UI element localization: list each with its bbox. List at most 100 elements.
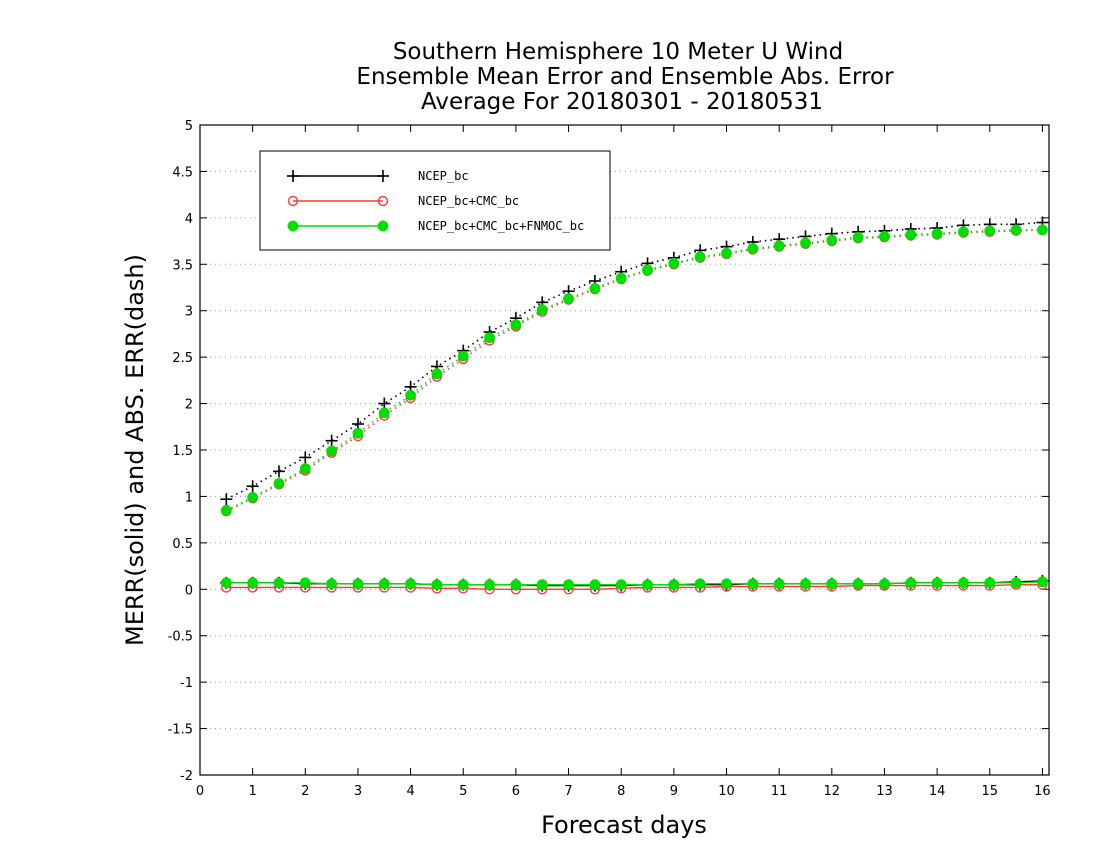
mean-err-point	[536, 579, 548, 591]
abs-err-point	[272, 465, 285, 478]
series-1	[221, 224, 1048, 595]
x-tick-label: 16	[1034, 784, 1051, 799]
mean-err-point	[352, 578, 364, 590]
mean-err-point	[1010, 577, 1022, 589]
y-tick-label: 4	[185, 212, 193, 227]
mean-err-point	[826, 578, 838, 590]
x-tick-label: 8	[617, 784, 625, 799]
abs-err-line	[225, 229, 1043, 513]
abs-err-point	[536, 304, 548, 316]
abs-err-point	[721, 247, 732, 259]
x-axis-label: Forecast days	[541, 811, 707, 839]
y-tick-label: 0.5	[172, 537, 193, 552]
mean-err-point	[510, 579, 522, 591]
y-tick-label: -1.5	[168, 723, 193, 738]
y-tick-label: -2	[180, 769, 193, 784]
mean-err-point	[879, 578, 890, 590]
mean-err-point	[431, 579, 443, 591]
x-tick-label: 0	[196, 784, 204, 799]
x-tick-label: 13	[876, 784, 893, 799]
abs-err-line	[225, 229, 1043, 512]
abs-err-point	[247, 491, 259, 503]
mean-err-line	[226, 581, 1043, 586]
abs-err-point	[220, 493, 233, 506]
abs-err-point	[299, 463, 311, 475]
mean-err-point	[563, 579, 575, 591]
y-tick-label: 1.5	[172, 444, 193, 459]
x-tick-label: 9	[670, 784, 678, 799]
abs-err-point	[800, 237, 811, 249]
legend-marker	[287, 195, 299, 207]
mean-err-point	[905, 577, 917, 589]
mean-err-point	[326, 578, 338, 590]
x-tick-label: 1	[249, 784, 257, 799]
mean-err-point	[273, 577, 285, 589]
abs-err-point	[563, 293, 575, 305]
legend-label: NCEP_bc	[418, 169, 469, 183]
abs-err-point	[510, 319, 522, 331]
mean-err-point	[773, 578, 785, 590]
x-tick-label: 14	[929, 784, 946, 799]
x-tick-label: 7	[564, 784, 572, 799]
legend-marker	[287, 170, 299, 182]
abs-err-point	[826, 234, 838, 246]
mean-err-point	[931, 577, 943, 589]
abs-err-point	[484, 332, 496, 344]
abs-err-point	[1010, 224, 1022, 236]
abs-err-point	[352, 427, 364, 439]
series-2	[220, 224, 1048, 591]
abs-err-point	[773, 240, 785, 252]
abs-err-point	[694, 251, 706, 263]
y-tick-label: 2	[185, 398, 193, 413]
title-line-1: Southern Hemisphere 10 Meter U Wind	[393, 39, 843, 65]
mean-err-point	[668, 579, 680, 591]
mean-err-point	[220, 577, 232, 589]
legend: NCEP_bc NCEP_bc+CMC_bc NCEP_bc+CMC_bc+FNMO…	[259, 150, 611, 251]
abs-err-point	[1036, 224, 1048, 236]
legend-item: NCEP_bc+CMC_bc	[287, 194, 519, 208]
mean-err-point	[484, 579, 496, 591]
series-0	[220, 216, 1049, 592]
chart-title: Southern Hemisphere 10 Meter U Wind Ense…	[356, 39, 894, 115]
x-tick-label: 12	[824, 784, 841, 799]
series-layer	[220, 216, 1049, 595]
legend-item: NCEP_bc	[287, 169, 469, 183]
y-tick-label: 3.5	[172, 258, 193, 273]
y-tick-label: -1	[180, 676, 193, 691]
y-tick-label: 5	[185, 119, 193, 134]
mean-err-point	[378, 578, 390, 590]
abs-err-point	[431, 368, 443, 380]
y-tick-label: 1	[185, 490, 193, 505]
mean-err-point	[852, 578, 864, 590]
abs-err-point	[615, 272, 627, 284]
abs-err-point	[589, 282, 601, 294]
mean-err-point	[694, 578, 706, 590]
mean-err-point	[615, 579, 627, 591]
abs-err-point	[326, 445, 338, 457]
title-line-2: Ensemble Mean Error and Ensemble Abs. Er…	[356, 64, 894, 90]
legend-label: NCEP_bc+CMC_bc+FNMOC_bc	[418, 219, 584, 233]
mean-err-point	[457, 579, 469, 591]
abs-err-point	[642, 264, 653, 276]
abs-err-point	[957, 226, 969, 238]
x-tick-label: 5	[459, 784, 467, 799]
legend-item: NCEP_bc+CMC_bc+FNMOC_bc	[287, 219, 584, 233]
x-tick-label: 11	[771, 784, 788, 799]
x-tick-label: 15	[981, 784, 998, 799]
abs-err-point	[905, 229, 917, 241]
mean-err-point	[642, 579, 653, 591]
legend-marker	[287, 220, 299, 232]
y-tick-label: 3	[185, 305, 193, 320]
mean-err-point	[299, 577, 311, 589]
x-tick-label: 6	[512, 784, 520, 799]
abs-err-point	[299, 451, 312, 464]
mean-err-point	[589, 579, 601, 591]
abs-err-point	[931, 228, 943, 240]
abs-err-point	[220, 504, 232, 516]
abs-err-point	[273, 477, 285, 489]
abs-err-point	[852, 231, 864, 243]
y-tick-label: 4.5	[172, 165, 193, 180]
mean-err-point	[721, 578, 732, 590]
abs-err-point	[984, 225, 996, 237]
